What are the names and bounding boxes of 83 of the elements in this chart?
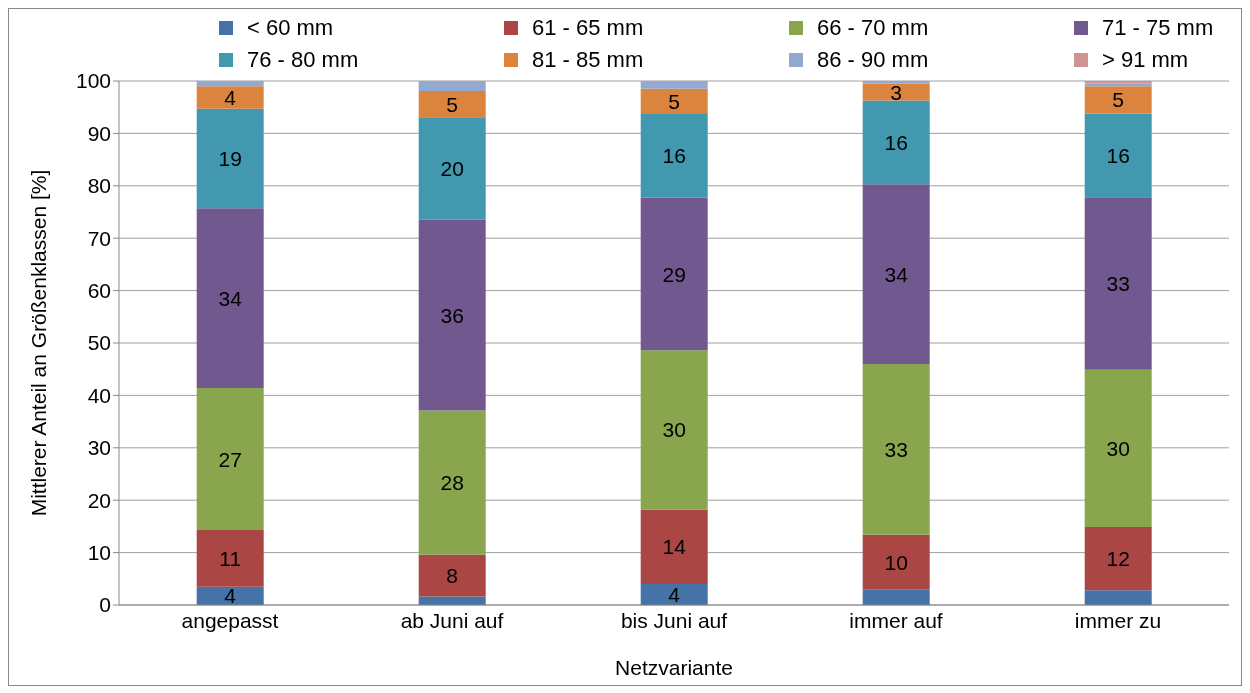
data-label: 33	[884, 437, 908, 461]
data-label: 8	[446, 564, 459, 588]
x-axis-title: Netzvariante	[615, 656, 733, 679]
data-label: 14	[662, 535, 687, 559]
y-axis-title: Mittlerer Anteil an Größenklassen [%]	[27, 169, 51, 517]
bar	[640, 509, 708, 585]
y-tick-label: 90	[87, 121, 111, 145]
bar	[418, 90, 486, 118]
legend-label: 61 - 65 mm	[532, 15, 644, 41]
bar	[196, 388, 264, 531]
x-tick-label: immer zu	[1074, 608, 1162, 632]
bar	[862, 184, 930, 364]
bar	[196, 108, 264, 209]
data-label: 34	[884, 262, 909, 286]
bar	[418, 554, 486, 597]
data-label: 12	[1106, 547, 1130, 571]
legend-label: 66 - 70 mm	[817, 15, 929, 41]
bar	[196, 81, 264, 87]
data-label: 11	[219, 546, 242, 570]
data-label: 10	[884, 550, 908, 574]
data-label: 33	[1106, 272, 1130, 296]
bar	[1084, 369, 1152, 527]
data-label: 4	[224, 584, 237, 608]
legend-label: 86 - 90 mm	[817, 47, 929, 73]
y-tick-label: 60	[87, 279, 111, 303]
y-tick-label: 0	[99, 593, 111, 617]
data-label: 34	[218, 286, 243, 310]
data-label: 5	[446, 92, 459, 116]
bar	[862, 100, 930, 185]
bar	[418, 81, 486, 91]
data-label: 29	[662, 262, 686, 286]
bar	[418, 219, 486, 411]
y-tick-label: 50	[87, 331, 111, 355]
bar	[196, 530, 264, 587]
bar	[1084, 113, 1152, 198]
data-label: 5	[1112, 88, 1125, 112]
bar	[196, 86, 264, 109]
bar	[862, 589, 930, 605]
data-label: 4	[224, 86, 237, 110]
data-label: 5	[668, 89, 681, 113]
data-label: 27	[218, 447, 242, 471]
data-label: 36	[440, 303, 464, 327]
bar	[862, 534, 930, 590]
bar	[1084, 590, 1152, 605]
y-tick-label: 80	[87, 174, 111, 198]
data-label: 30	[1106, 436, 1130, 460]
bar	[862, 363, 930, 535]
y-tick-label: 10	[87, 541, 111, 565]
y-tick-label: 70	[87, 226, 111, 250]
data-label: 16	[662, 144, 686, 168]
y-tick-label: 20	[87, 488, 111, 512]
bar	[640, 350, 708, 510]
bar	[196, 208, 264, 389]
x-tick-label: angepasst	[181, 608, 279, 632]
bar	[640, 88, 708, 115]
data-label: 28	[440, 471, 464, 495]
data-label: 20	[440, 157, 464, 181]
x-tick-label: ab Juni auf	[400, 608, 504, 632]
bar	[1084, 526, 1152, 591]
bar	[640, 197, 708, 351]
bar	[418, 117, 486, 220]
data-label: 16	[1106, 143, 1130, 167]
bar	[1084, 86, 1152, 114]
data-label: 19	[218, 147, 242, 171]
y-tick-label: 100	[75, 69, 111, 93]
bar	[862, 81, 930, 84]
data-label: 3	[890, 80, 903, 104]
legend-label: 71 - 75 mm	[1102, 15, 1214, 41]
bar	[640, 81, 708, 89]
data-label: 16	[884, 130, 908, 154]
data-label: 4	[668, 583, 681, 607]
x-tick-label: immer auf	[849, 608, 943, 632]
legend-label: 76 - 80 mm	[247, 47, 359, 73]
bar	[640, 114, 708, 198]
bar	[1084, 197, 1152, 370]
legend-label: 81 - 85 mm	[532, 47, 644, 73]
y-tick-label: 30	[87, 436, 111, 460]
x-tick-label: bis Juni auf	[620, 608, 728, 632]
y-tick-label: 40	[87, 383, 111, 407]
legend-label: > 91 mm	[1102, 47, 1189, 73]
bar	[418, 410, 486, 555]
data-label: 30	[662, 418, 686, 442]
legend-label: < 60 mm	[247, 15, 334, 41]
